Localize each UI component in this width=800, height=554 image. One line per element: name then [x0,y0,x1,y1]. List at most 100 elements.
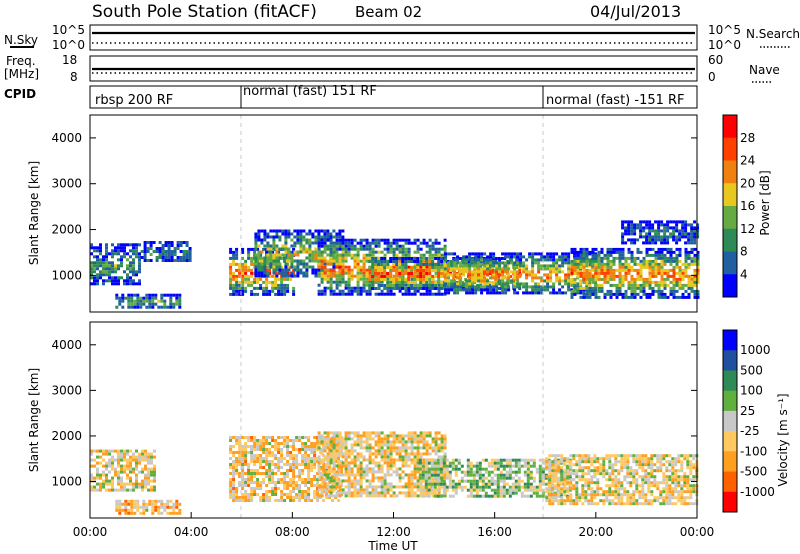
power-cell [362,277,366,281]
power-cell [413,289,417,293]
power-cell [422,287,426,290]
power-cell [269,247,273,251]
power-cell [368,253,372,257]
velocity-cell [319,496,323,499]
velocity-cell [238,451,242,454]
velocity-cell [241,445,245,448]
power-cell [669,289,673,293]
power-cell [250,289,254,293]
power-cell [428,238,432,242]
power-cell [260,271,264,275]
velocity-cell [490,464,494,468]
velocity-cell [99,455,102,459]
power-cell [371,250,375,254]
power-cell [280,283,284,287]
power-cell [254,241,258,245]
velocity-cell [413,494,417,498]
power-cell [266,241,270,245]
velocity-cell [292,445,296,448]
velocity-cell [250,436,254,439]
power-cell [603,280,607,284]
power-cell [657,286,661,290]
velocity-cell [307,439,311,442]
power-cell [645,262,649,266]
velocity-cell [332,479,336,483]
power-cell [633,232,637,236]
power-cell [648,247,652,251]
power-cell [254,274,258,278]
power-cell [115,305,119,309]
power-cell [407,281,411,284]
velocity-cell [425,452,429,456]
power-cell [260,265,264,269]
velocity-cell [139,505,143,509]
velocity-cell [265,454,269,457]
velocity-cell [310,460,314,463]
power-cell [259,283,263,287]
power-cell [377,266,381,269]
power-cell [645,265,649,269]
velocity-cell [416,446,420,450]
power-cell [232,292,236,296]
velocity-cell [250,496,254,499]
velocity-cell [124,511,128,515]
power-cell [229,292,233,296]
power-cell [404,250,408,254]
power-cell [335,241,339,245]
power-cell [117,249,120,253]
power-cell [440,260,444,263]
velocity-cell [295,448,299,451]
power-cell [585,286,589,290]
power-cell [594,253,598,257]
velocity-cell [374,440,378,444]
velocity-cell [320,461,324,465]
power-cell [281,244,285,248]
power-cell [416,263,420,266]
power-cell [440,275,444,278]
power-cell [96,261,99,265]
power-cell [126,276,129,280]
velocity-cell [398,449,402,453]
power-cell [320,250,324,254]
power-cell [362,280,366,284]
power-cell [111,255,114,259]
power-cell [663,238,667,242]
velocity-cell [150,467,153,471]
velocity-cell [129,482,132,486]
power-cell [317,271,321,275]
velocity-cell [448,482,452,486]
velocity-cell [404,461,408,465]
velocity-cell [133,499,137,503]
power-cell [633,229,637,233]
power-cell [275,262,279,266]
velocity-cell [256,454,260,457]
power-cell [389,289,393,293]
velocity-cell [389,458,393,462]
power-cell [93,267,96,271]
velocity-cell [413,482,417,486]
power-cell [425,244,429,248]
power-cell [633,280,637,284]
power-cell [329,250,333,254]
power-cell [654,262,658,266]
power-cell [241,277,245,281]
power-cell [624,232,628,236]
power-cell [660,238,664,242]
velocity-cell [175,499,179,503]
velocity-cell [487,473,491,477]
power-cell [389,269,393,272]
power-cell [696,289,700,293]
power-cell [383,263,387,266]
velocity-cell [484,458,488,462]
velocity-cell [117,452,120,456]
velocity-cell [338,488,342,492]
velocity-cell [268,463,272,466]
power-cell [639,223,643,227]
velocity-cell [389,443,393,447]
power-cell [368,247,372,251]
power-cell [299,259,303,263]
power-cell [431,275,435,278]
velocity-cell [142,502,146,506]
power-cell [161,247,165,250]
power-cell [380,280,384,284]
